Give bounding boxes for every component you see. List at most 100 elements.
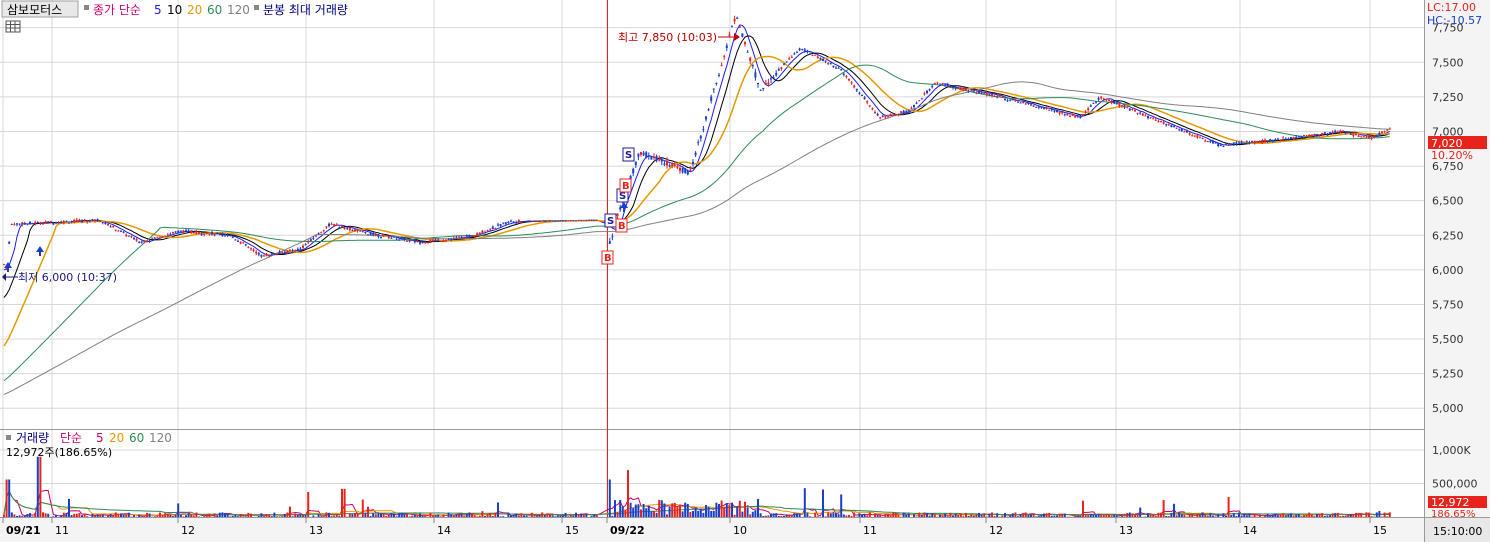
candle-body bbox=[409, 240, 411, 241]
candle-body bbox=[1170, 125, 1172, 127]
candle-body bbox=[1147, 116, 1149, 118]
volume-bar bbox=[76, 514, 78, 517]
volume-bar bbox=[1202, 512, 1204, 517]
volume-bar bbox=[897, 515, 899, 517]
candle-body bbox=[289, 250, 291, 251]
candle-body bbox=[1150, 117, 1152, 118]
volume-bar bbox=[526, 516, 528, 517]
candle-body bbox=[895, 114, 897, 115]
candle-body bbox=[856, 89, 858, 91]
candle-body bbox=[500, 224, 502, 226]
volume-bar bbox=[635, 505, 637, 517]
candle-body bbox=[809, 54, 811, 55]
candle-body bbox=[1033, 105, 1035, 107]
candle-body bbox=[866, 101, 868, 103]
volume-bar bbox=[1267, 514, 1269, 517]
candle-body bbox=[1103, 98, 1105, 99]
candle-body bbox=[1035, 107, 1037, 108]
candle-body bbox=[957, 88, 959, 89]
candle-body bbox=[203, 234, 205, 235]
candle-body bbox=[585, 220, 587, 221]
candle-body bbox=[583, 220, 585, 221]
candle-body bbox=[905, 111, 907, 112]
candle-body bbox=[1027, 103, 1029, 104]
candle-body bbox=[1269, 139, 1271, 140]
candle-body bbox=[1142, 113, 1144, 115]
volume-bar bbox=[796, 513, 798, 517]
volume-tag-pct: 186.65% bbox=[1431, 509, 1476, 520]
volume-bar bbox=[73, 514, 75, 517]
volume-bar bbox=[1352, 514, 1354, 517]
candle-body bbox=[1194, 135, 1196, 136]
candle-body bbox=[406, 241, 408, 242]
toolbar-icon[interactable] bbox=[6, 21, 20, 32]
volume-bar bbox=[409, 516, 411, 517]
volume-bar bbox=[518, 515, 520, 517]
volume-bar bbox=[658, 500, 660, 517]
candle-body bbox=[864, 98, 866, 100]
candle-body bbox=[786, 62, 788, 63]
candle-body bbox=[879, 117, 881, 118]
candle-body bbox=[1126, 107, 1128, 108]
volume-bar bbox=[94, 515, 96, 517]
volume-bar bbox=[494, 513, 496, 517]
volume-legend-item: 20 bbox=[109, 431, 124, 445]
volume-bar bbox=[214, 513, 216, 517]
volume-bar bbox=[975, 514, 977, 517]
legend-item: 종가 단순 bbox=[93, 3, 141, 17]
volume-bar bbox=[102, 514, 104, 517]
candle-body bbox=[273, 254, 275, 255]
candle-body bbox=[1243, 143, 1245, 144]
candle-body bbox=[279, 251, 281, 254]
volume-bar bbox=[949, 513, 951, 517]
volume-bar bbox=[26, 514, 28, 517]
volume-bar bbox=[671, 503, 673, 517]
candle-body bbox=[1020, 103, 1022, 104]
volume-bar bbox=[125, 515, 127, 517]
candle-body bbox=[1212, 141, 1214, 143]
candle-body bbox=[591, 220, 593, 221]
candle-body bbox=[650, 156, 652, 159]
volume-bar bbox=[1259, 515, 1261, 517]
candle-body bbox=[3, 264, 5, 265]
volume-bar bbox=[1046, 513, 1048, 517]
volume-bar bbox=[645, 508, 647, 517]
volume-bar bbox=[429, 513, 431, 517]
volume-bar bbox=[216, 516, 218, 517]
time-tick-label: 15 bbox=[565, 524, 579, 537]
volume-bar bbox=[1165, 516, 1167, 517]
volume-bar bbox=[1147, 513, 1149, 517]
candle-body bbox=[141, 241, 143, 242]
candle-body bbox=[120, 231, 122, 232]
candle-body bbox=[133, 238, 135, 240]
volume-bar bbox=[370, 516, 372, 517]
candle-body bbox=[1381, 132, 1383, 133]
volume-bar bbox=[619, 500, 621, 517]
volume-bar bbox=[474, 515, 476, 517]
candle-body bbox=[1152, 118, 1154, 119]
volume-bar bbox=[112, 515, 114, 517]
candle-body bbox=[328, 224, 330, 226]
volume-bar bbox=[806, 513, 808, 517]
volume-bar bbox=[507, 513, 509, 517]
candle-body bbox=[367, 234, 369, 235]
volume-bar bbox=[609, 480, 611, 517]
volume-bar bbox=[1178, 512, 1180, 517]
volume-bar bbox=[705, 505, 707, 517]
volume-bar bbox=[744, 502, 746, 517]
candle-body bbox=[227, 235, 229, 236]
candle-body bbox=[260, 255, 262, 257]
volume-bar bbox=[1100, 514, 1102, 517]
candle-body bbox=[528, 221, 530, 222]
volume-bar bbox=[1085, 515, 1087, 517]
volume-bar bbox=[983, 513, 985, 517]
candle-body bbox=[37, 222, 39, 223]
volume-bar bbox=[1345, 516, 1347, 517]
candle-body bbox=[1165, 124, 1167, 125]
candle-body bbox=[19, 224, 21, 225]
volume-legend-item: 60 bbox=[129, 431, 144, 445]
volume-bar bbox=[791, 515, 793, 517]
volume-bar bbox=[825, 516, 827, 517]
